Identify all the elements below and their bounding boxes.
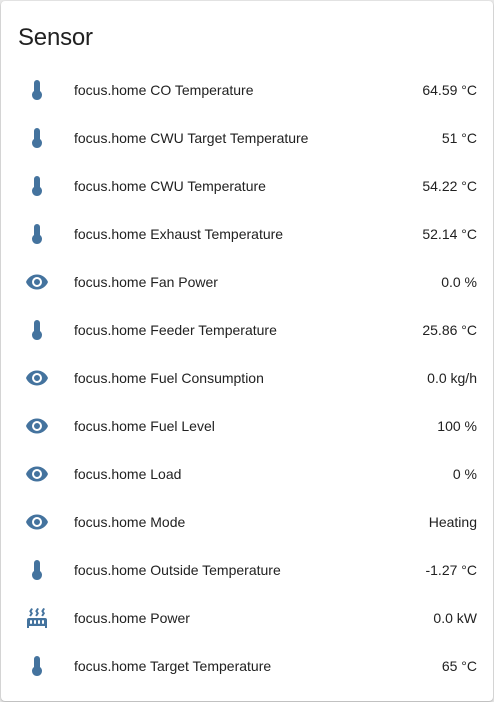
entity-state: 54.22 °C [422, 178, 477, 194]
entity-name[interactable]: focus.home Power [74, 610, 190, 626]
entity-row[interactable]: focus.home Load 0 % [1, 450, 493, 498]
entity-name[interactable]: focus.home Mode [74, 514, 186, 530]
entity-state: 0 % [452, 466, 477, 482]
thermometer-icon[interactable] [25, 78, 49, 102]
entity-state: 25.86 °C [422, 322, 477, 338]
entity-row[interactable]: focus.home Fuel Consumption 0.0 kg/h [1, 354, 493, 402]
entity-state: 52.14 °C [422, 226, 477, 242]
entity-name[interactable]: focus.home Load [74, 466, 182, 482]
entity-name[interactable]: focus.home Feeder Temperature [74, 322, 277, 338]
entity-state: Heating [428, 514, 477, 530]
eye-icon[interactable] [25, 366, 49, 390]
entity-row[interactable]: focus.home Mode Heating [1, 498, 493, 546]
entity-state: -1.27 °C [425, 562, 477, 578]
entity-name[interactable]: focus.home Fuel Consumption [74, 370, 264, 386]
entity-row[interactable]: focus.home Feeder Temperature 25.86 °C [1, 306, 493, 354]
entity-state: 0.0 % [441, 274, 477, 290]
eye-icon[interactable] [25, 270, 49, 294]
entity-row[interactable]: focus.home Exhaust Temperature 52.14 °C [1, 210, 493, 258]
thermometer-icon[interactable] [25, 558, 49, 582]
entity-row[interactable]: focus.home CO Temperature 64.59 °C [1, 66, 493, 114]
entity-state: 64.59 °C [422, 82, 477, 98]
radiator-icon[interactable] [25, 606, 49, 630]
entity-row[interactable]: focus.home Fuel Level 100 % [1, 402, 493, 450]
entity-row[interactable]: focus.home Target Temperature 65 °C [1, 642, 493, 690]
entity-name[interactable]: focus.home Outside Temperature [74, 562, 281, 578]
entity-name[interactable]: focus.home Exhaust Temperature [74, 226, 284, 242]
entity-name[interactable]: focus.home CO Temperature [74, 82, 254, 98]
entity-name[interactable]: focus.home Fuel Level [74, 418, 215, 434]
card-title: Sensor [18, 24, 93, 51]
entity-name[interactable]: focus.home Fan Power [74, 274, 218, 290]
eye-icon[interactable] [25, 510, 49, 534]
thermometer-icon[interactable] [25, 222, 49, 246]
eye-icon[interactable] [25, 414, 49, 438]
entity-row[interactable]: focus.home CWU Target Temperature 51 °C [1, 114, 493, 162]
thermometer-icon[interactable] [25, 174, 49, 198]
thermometer-icon[interactable] [25, 318, 49, 342]
entity-row[interactable]: focus.home Fan Power 0.0 % [1, 258, 493, 306]
entity-list: focus.home CO Temperature 64.59 °C focus… [1, 66, 493, 690]
entity-name[interactable]: focus.home CWU Temperature [74, 178, 266, 194]
eye-icon[interactable] [25, 462, 49, 486]
entity-state: 100 % [437, 418, 477, 434]
entity-state: 0.0 kg/h [427, 370, 477, 386]
entity-state: 51 °C [441, 130, 477, 146]
entity-name[interactable]: focus.home CWU Target Temperature [74, 130, 309, 146]
entity-name[interactable]: focus.home Target Temperature [74, 658, 272, 674]
entity-row[interactable]: focus.home Power 0.0 kW [1, 594, 493, 642]
thermometer-icon[interactable] [25, 126, 49, 150]
entity-row[interactable]: focus.home CWU Temperature 54.22 °C [1, 162, 493, 210]
entity-state: 65 °C [441, 658, 477, 674]
entity-row[interactable]: focus.home Outside Temperature -1.27 °C [1, 546, 493, 594]
entity-state: 0.0 kW [433, 610, 477, 626]
thermometer-icon[interactable] [25, 654, 49, 678]
